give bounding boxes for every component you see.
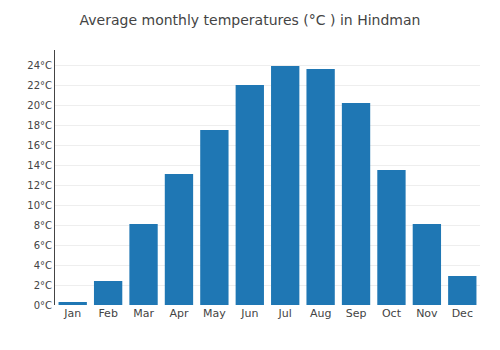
svg-text:Mar: Mar <box>133 307 154 320</box>
svg-text:May: May <box>203 307 226 320</box>
svg-text:20°C: 20°C <box>27 100 52 111</box>
svg-text:16°C: 16°C <box>27 140 52 151</box>
svg-text:12°C: 12°C <box>27 180 52 191</box>
svg-text:Nov: Nov <box>416 307 438 320</box>
svg-text:Oct: Oct <box>382 307 402 320</box>
svg-text:Jan: Jan <box>63 307 81 320</box>
svg-text:Average monthly temperatures (: Average monthly temperatures (°C ) in Hi… <box>80 12 421 28</box>
svg-text:Aug: Aug <box>310 307 331 320</box>
svg-text:Dec: Dec <box>452 307 473 320</box>
svg-text:Feb: Feb <box>98 307 117 320</box>
svg-text:6°C: 6°C <box>34 240 52 251</box>
svg-text:22°C: 22°C <box>27 80 52 91</box>
svg-text:0°C: 0°C <box>34 300 52 311</box>
svg-text:10°C: 10°C <box>27 200 52 211</box>
svg-text:Jun: Jun <box>240 307 258 320</box>
svg-text:Sep: Sep <box>346 307 367 320</box>
svg-text:2°C: 2°C <box>34 280 52 291</box>
svg-text:4°C: 4°C <box>34 260 52 271</box>
svg-text:Jul: Jul <box>278 307 292 320</box>
svg-text:8°C: 8°C <box>34 220 52 231</box>
svg-text:18°C: 18°C <box>27 120 52 131</box>
svg-text:Apr: Apr <box>169 307 189 320</box>
svg-text:24°C: 24°C <box>27 60 52 71</box>
svg-text:14°C: 14°C <box>27 160 52 171</box>
